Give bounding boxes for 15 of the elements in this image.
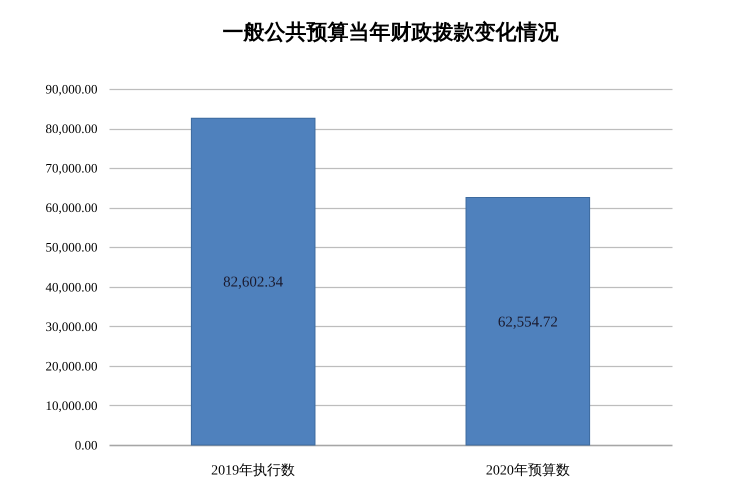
y-tick-label: 50,000.00 — [46, 240, 98, 255]
y-tick-label: 30,000.00 — [46, 318, 98, 334]
x-tick-label: 2020年预算数 — [486, 462, 570, 478]
y-tick-label: 90,000.00 — [46, 82, 98, 96]
chart-title: 一般公共预算当年财政拨款变化情况 — [222, 20, 560, 44]
y-tick-label: 20,000.00 — [46, 358, 98, 374]
data-label: 62,554.72 — [498, 314, 558, 330]
x-tick-label: 2019年执行数 — [211, 462, 296, 478]
y-tick-label: 60,000.00 — [46, 200, 98, 216]
y-tick-label: 70,000.00 — [46, 160, 98, 176]
y-tick-label: 80,000.00 — [46, 121, 98, 136]
y-tick-label: 0.00 — [74, 438, 98, 452]
data-label: 82,602.34 — [223, 274, 284, 291]
y-tick-label: 10,000.00 — [46, 398, 98, 413]
y-tick-label: 40,000.00 — [46, 279, 98, 294]
